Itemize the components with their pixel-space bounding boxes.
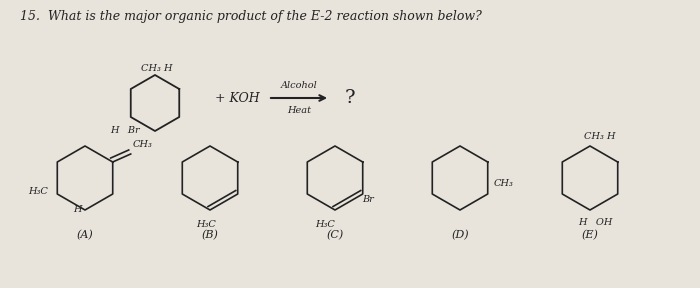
Text: H: H xyxy=(73,205,81,214)
Text: CH₃: CH₃ xyxy=(494,179,514,187)
Text: (C): (C) xyxy=(326,230,344,240)
Text: + KOH: + KOH xyxy=(215,92,260,105)
Text: CH₃ H: CH₃ H xyxy=(141,64,173,73)
Text: H   Br: H Br xyxy=(110,126,140,135)
Text: ?: ? xyxy=(345,89,356,107)
Text: H   OH: H OH xyxy=(578,218,612,227)
Text: (A): (A) xyxy=(76,230,93,240)
Text: (E): (E) xyxy=(582,230,598,240)
Text: 15.  What is the major organic product of the E-2 reaction shown below?: 15. What is the major organic product of… xyxy=(20,10,482,23)
Text: Alcohol: Alcohol xyxy=(281,81,317,90)
Text: Heat: Heat xyxy=(287,106,311,115)
Text: CH₃ H: CH₃ H xyxy=(584,132,616,141)
Text: Br: Br xyxy=(362,196,374,204)
Text: (B): (B) xyxy=(202,230,218,240)
Text: H₃C: H₃C xyxy=(315,220,335,229)
Text: CH₃: CH₃ xyxy=(133,140,153,149)
Text: (D): (D) xyxy=(452,230,469,240)
Text: H₃C: H₃C xyxy=(196,220,216,229)
Text: H₃C: H₃C xyxy=(28,187,48,196)
